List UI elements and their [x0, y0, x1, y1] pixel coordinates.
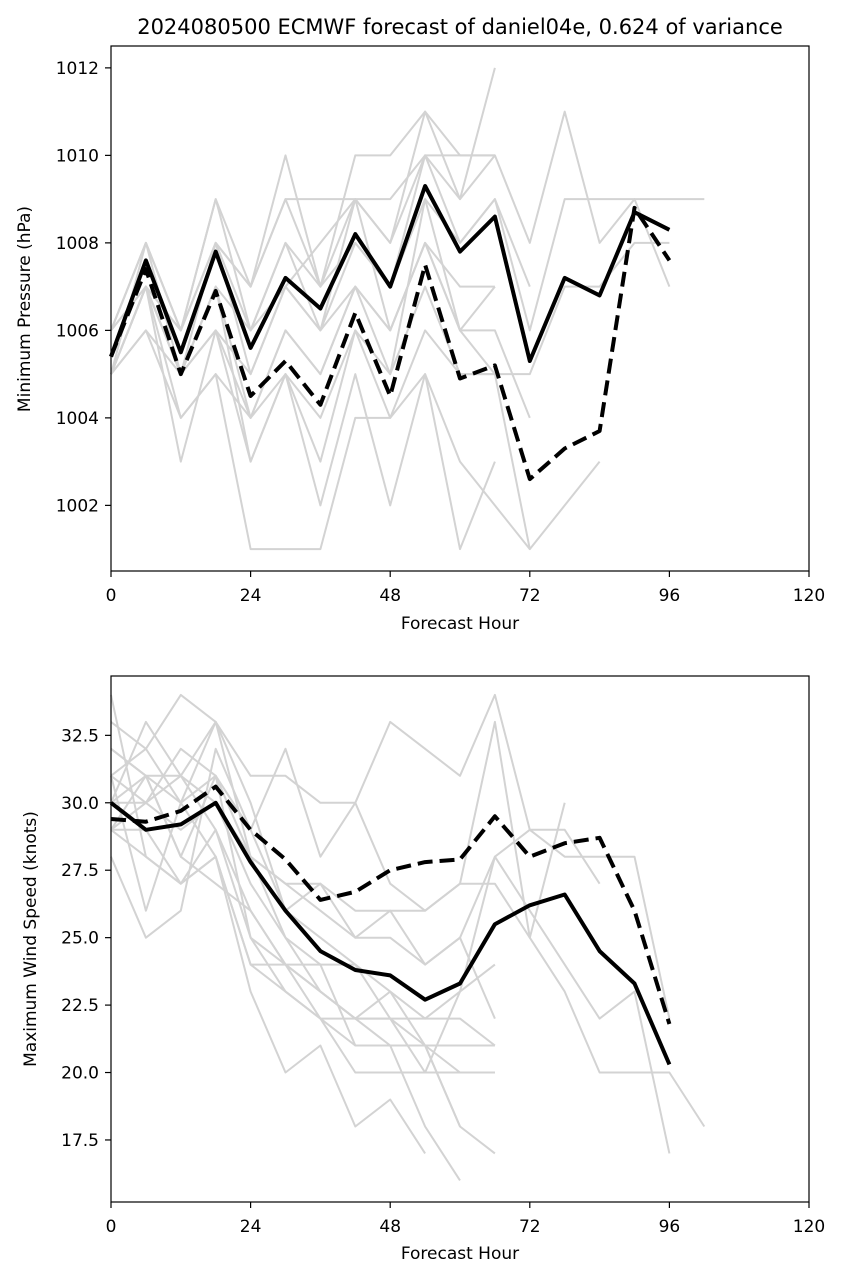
wind-solid-mean-line	[109, 800, 672, 1066]
pressure-x-tick-label: 96	[659, 586, 681, 606]
pressure-x-tick-label: 0	[106, 586, 117, 606]
pressure-x-tick-label: 48	[379, 586, 401, 606]
wind-x-tick-label: 120	[793, 1217, 825, 1237]
pressure-ensemble-member-line	[110, 154, 495, 332]
wind-y-tick-label: 25.0	[61, 929, 99, 949]
pressure-y-tick-label: 1006	[56, 321, 99, 341]
pressure-y-tick-label: 1004	[56, 409, 99, 429]
pressure-ensemble-member-line	[110, 285, 531, 550]
pressure-x-axis-label: Forecast Hour	[401, 614, 519, 634]
pressure-solid-mean-line	[109, 184, 671, 363]
pressure-ensemble-member-line	[110, 241, 670, 419]
pressure-plot-area	[109, 67, 705, 551]
pressure-y-ticks: 1002 1004 1006 1008 1010 1012	[56, 59, 111, 516]
wind-ensemble-member-line	[110, 720, 495, 1047]
wind-ensemble-member-line	[110, 693, 671, 1019]
pressure-x-tick-label: 72	[519, 586, 541, 606]
pressure-panel: 2024080500 ECMWF forecast of daniel04e, …	[15, 15, 825, 634]
wind-ensemble-member-line	[110, 720, 566, 939]
wind-plot-area	[109, 693, 706, 1181]
pressure-x-tick-label: 120	[793, 586, 825, 606]
pressure-y-tick-label: 1002	[56, 496, 99, 516]
wind-panel: 0 24 48 72 96 120 17.5 20.0 22.5 25.0 27.5 30.0 32.…	[21, 675, 825, 1264]
wind-y-ticks: 17.5 20.0 22.5 25.0 27.5 30.0 32.5	[61, 726, 111, 1151]
pressure-x-tick-label: 24	[240, 586, 262, 606]
pressure-x-ticks: 0 24 48 72 96 120	[106, 571, 825, 606]
wind-dashed-mean-line	[110, 784, 672, 1025]
pressure-dashed-mean-line	[109, 205, 672, 482]
wind-y-tick-label: 27.5	[61, 861, 99, 881]
wind-x-tick-label: 96	[659, 1217, 681, 1237]
wind-x-tick-label: 24	[240, 1217, 262, 1237]
wind-y-tick-label: 17.5	[61, 1131, 99, 1151]
wind-x-ticks: 0 24 48 72 96 120	[106, 1202, 825, 1237]
pressure-axes-frame	[110, 45, 810, 572]
wind-x-tick-label: 0	[106, 1217, 117, 1237]
wind-x-axis-label: Forecast Hour	[401, 1244, 519, 1264]
wind-ensemble-member-line	[110, 775, 461, 1127]
pressure-y-tick-label: 1012	[56, 59, 99, 79]
pressure-ensemble-member-line	[110, 329, 496, 551]
pressure-ensemble-member-line	[110, 198, 531, 332]
wind-x-tick-label: 72	[519, 1217, 541, 1237]
wind-y-tick-label: 30.0	[61, 794, 99, 814]
pressure-y-axis-label: Minimum Pressure (hPa)	[15, 206, 35, 412]
pressure-ensemble-member-line	[110, 285, 495, 463]
wind-axes-frame	[110, 675, 810, 1203]
pressure-y-tick-label: 1010	[56, 146, 99, 166]
pressure-y-tick-label: 1008	[56, 234, 99, 254]
wind-y-tick-label: 20.0	[61, 1064, 99, 1084]
wind-x-tick-label: 48	[379, 1217, 401, 1237]
wind-y-tick-label: 22.5	[61, 996, 99, 1016]
wind-ensemble-member-line	[111, 828, 496, 1047]
chart-title: 2024080500 ECMWF forecast of daniel04e, …	[137, 15, 783, 39]
wind-ensemble-member-line	[110, 774, 601, 966]
wind-y-axis-label: Maximum Wind Speed (knots)	[21, 811, 41, 1067]
wind-y-tick-label: 32.5	[61, 726, 99, 746]
